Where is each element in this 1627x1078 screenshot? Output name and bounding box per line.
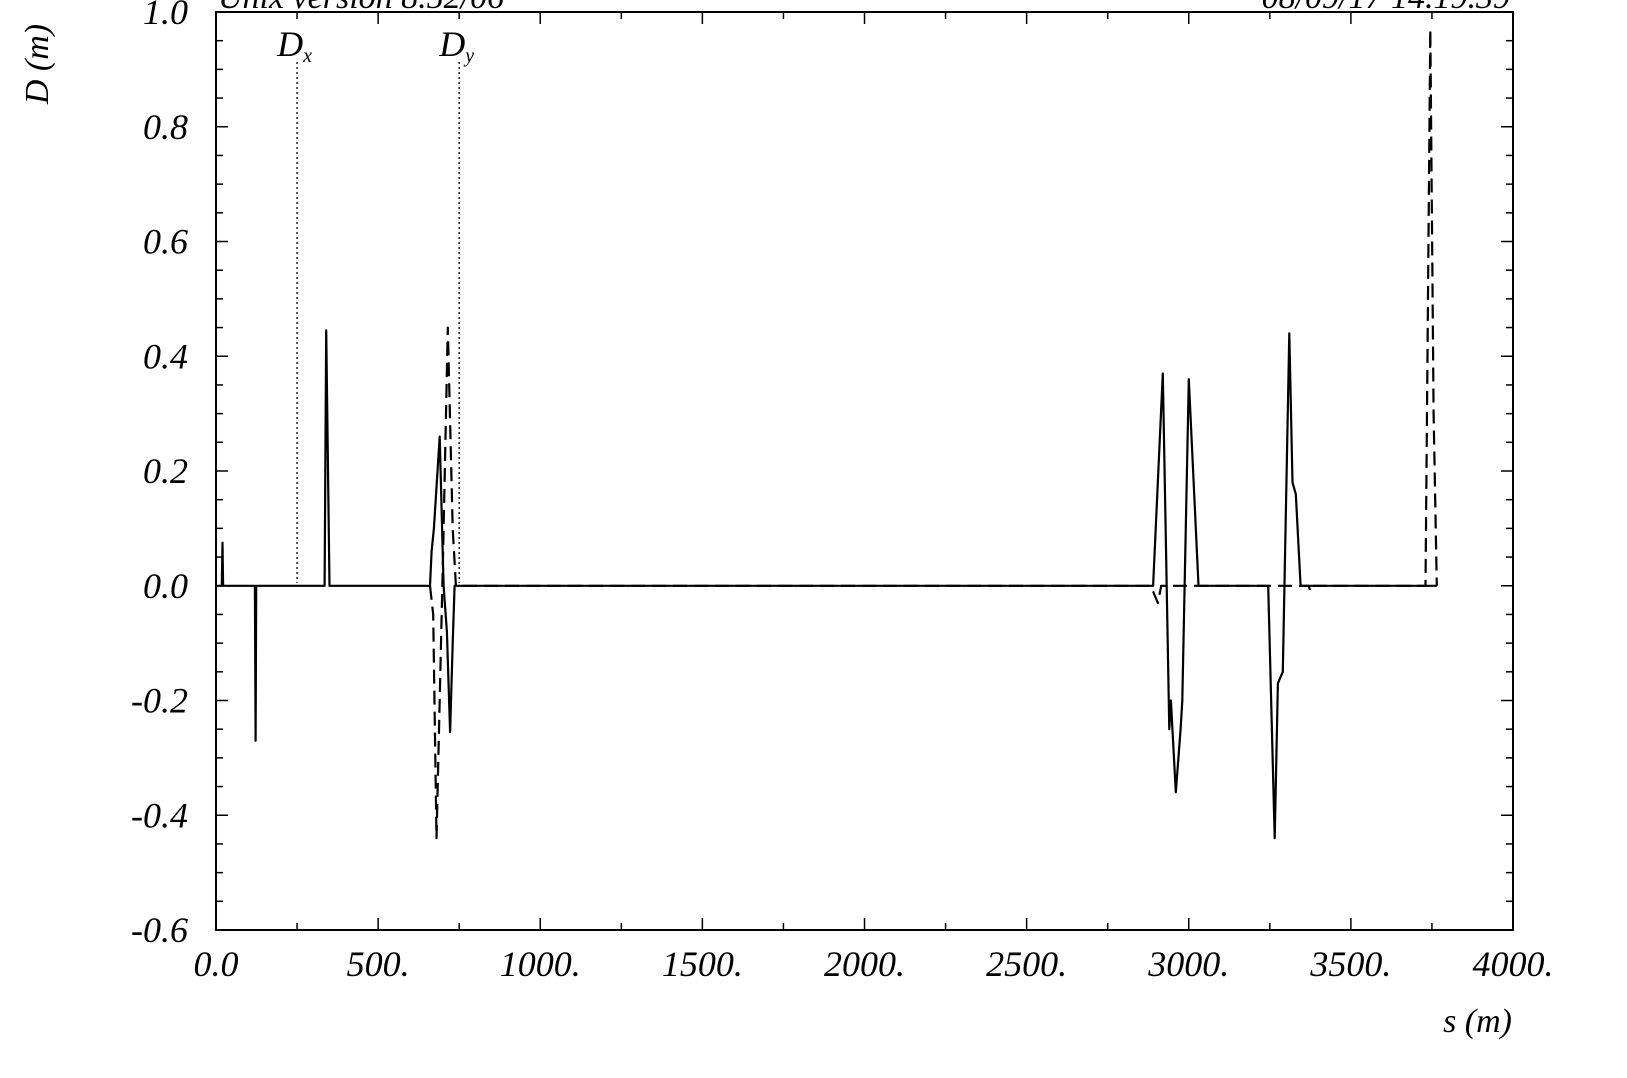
series-layer xyxy=(216,28,1438,840)
y-tick-label: 0.4 xyxy=(143,336,188,376)
legend: Dx Dy xyxy=(276,24,474,583)
x-tick-label: 3000. xyxy=(1147,944,1229,984)
y-tick-label: -0.6 xyxy=(131,910,188,950)
series-dy-line xyxy=(428,28,1438,840)
x-tick-label: 1500. xyxy=(662,944,743,984)
y-axis-label: D (m) xyxy=(19,24,56,105)
y-tick-label: -0.4 xyxy=(131,795,188,835)
x-tick-label: 2500. xyxy=(986,944,1067,984)
y-tick-label: 0.6 xyxy=(143,222,188,262)
header-version: Unix version 8.52/06 xyxy=(218,0,504,16)
x-tick-label: 0.0 xyxy=(194,944,239,984)
x-tick-label: 3500. xyxy=(1309,944,1391,984)
x-tick-label: 500. xyxy=(347,944,410,984)
y-tick-label: -0.2 xyxy=(131,681,188,721)
header-timestamp: 08/09/17 14.19.39 xyxy=(1262,0,1510,16)
legend-label: Dy xyxy=(438,24,474,67)
x-axis-label: s (m) xyxy=(1443,1003,1512,1040)
axis-ticks: 0.0 500. 1000. 1500. 2000. 2500. 3000. 3500. 400… xyxy=(131,0,1554,984)
y-tick-label: 0.0 xyxy=(143,566,188,606)
y-tick-label: 0.2 xyxy=(143,451,188,491)
x-tick-label: 1000. xyxy=(500,944,581,984)
x-tick-label: 4000. xyxy=(1473,944,1554,984)
x-tick-label: 2000. xyxy=(824,944,905,984)
y-tick-label: 0.8 xyxy=(143,107,188,147)
y-tick-label: 1.0 xyxy=(143,0,188,32)
legend-label: Dx xyxy=(276,24,312,67)
plot-frame xyxy=(215,11,1514,931)
series-dx-line xyxy=(216,329,1437,840)
